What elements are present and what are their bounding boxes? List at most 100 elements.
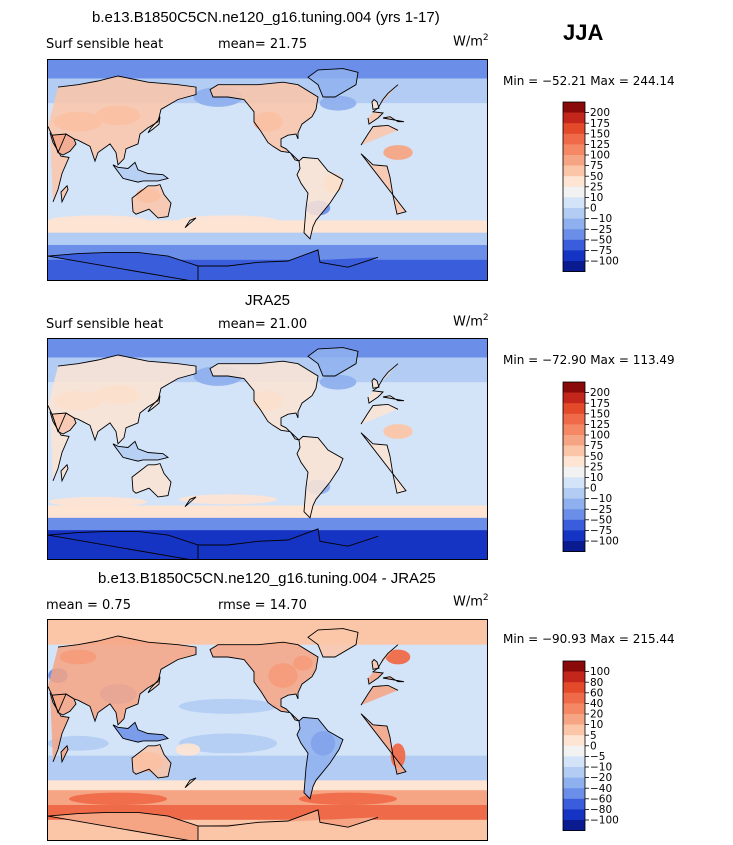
panel3-minmax: Min = −90.93 Max = 215.44 — [503, 632, 675, 646]
coastline-indonesia — [112, 440, 170, 462]
panel3-units: W/m2 — [453, 593, 489, 610]
panel1-map — [47, 59, 488, 281]
coastline-africa — [49, 684, 407, 775]
coastline-japan — [147, 676, 161, 694]
coastline-australia — [131, 184, 172, 219]
colorbar-swatch — [563, 530, 585, 542]
panel2-minmax: Min = −72.90 Max = 113.49 — [503, 353, 675, 367]
colorbar-swatch — [563, 724, 585, 736]
colorbar-swatch — [563, 435, 585, 446]
colorbar-tick-label: 0 — [590, 740, 597, 752]
field-region — [299, 792, 397, 805]
coastline-australia — [131, 744, 172, 779]
colorbar-tick-label: 20 — [590, 709, 603, 721]
panel2-map — [47, 338, 488, 560]
colorbar-swatch — [563, 144, 585, 156]
colorbar-swatch — [563, 509, 585, 521]
colorbar-swatch — [563, 176, 585, 188]
colorbar-tick-label: 10 — [590, 719, 603, 731]
colorbar-swatch — [563, 218, 585, 230]
field-region — [49, 496, 147, 507]
colorbar-swatch — [563, 809, 585, 821]
season-label: JJA — [563, 20, 604, 45]
colorbar-swatch — [563, 777, 585, 789]
colorbar-tick-label: 75 — [590, 160, 603, 172]
field-region — [383, 145, 413, 160]
panel2-mean-label: mean= 21.00 — [218, 317, 308, 332]
panel3-colorbar: 100 80 60 40 20 10 5 0 −5 −10 −20 −40 −60 −80 −100 — [562, 660, 623, 833]
land-madagascar — [61, 745, 68, 762]
land-arabia — [52, 413, 76, 434]
land-indonesia — [113, 722, 168, 743]
coastline-samerica — [296, 156, 344, 240]
colorbar-tick-label: −40 — [590, 783, 612, 795]
colorbar-tick-label: −50 — [590, 234, 612, 246]
colorbar-tick-label: 100 — [590, 666, 610, 678]
colorbar-swatch — [563, 250, 585, 262]
coastline-samerica — [296, 435, 344, 519]
colorbar-tick-label: 10 — [590, 472, 603, 484]
coastline-nz — [184, 217, 197, 229]
panel1-units: W/m2 — [453, 33, 489, 50]
coastline-eurasia — [48, 354, 405, 445]
colorbar-swatch — [563, 498, 585, 510]
colorbar-swatch — [563, 714, 585, 725]
coastline-antarctica — [48, 249, 379, 280]
land-eurasia — [48, 355, 404, 444]
colorbar-swatch — [563, 692, 585, 704]
coastline-uk — [371, 658, 380, 670]
colorbar-swatch — [563, 661, 585, 672]
colorbar-tick-label: 200 — [590, 107, 610, 119]
coastline-africa — [49, 403, 407, 494]
coastline-antarctica — [48, 528, 379, 559]
coastline-madagascar — [60, 463, 69, 483]
coastline-nz — [184, 496, 197, 508]
field-band — [48, 780, 487, 791]
coastline-samerica — [296, 716, 344, 800]
colorbar-tick-label: −60 — [590, 793, 612, 805]
colorbar-swatch — [563, 788, 585, 800]
coastline-australia — [131, 463, 172, 498]
land-africa — [50, 404, 406, 494]
land-samerica — [297, 436, 343, 518]
colorbar-swatch — [563, 112, 585, 124]
colorbar-swatch — [563, 392, 585, 404]
colorbar-tick-label: −25 — [590, 504, 612, 516]
coastline-namerica — [209, 641, 319, 722]
colorbar-swatch — [563, 820, 585, 831]
land-madagascar — [61, 464, 68, 481]
colorbar-tick-label: −10 — [590, 762, 612, 774]
coastline-eurasia — [48, 75, 405, 166]
colorbar-swatch — [563, 239, 585, 251]
colorbar-tick-label: −50 — [590, 514, 612, 526]
colorbar-tick-label: 100 — [590, 150, 610, 162]
panel3-mean-label: mean = 0.75 — [46, 598, 131, 613]
colorbar-tick-label: 25 — [590, 181, 603, 193]
colorbar-tick-label: 150 — [590, 128, 610, 140]
coastline-japan — [147, 116, 161, 134]
field-region — [179, 733, 277, 754]
colorbar-swatch — [563, 541, 585, 552]
field-region — [69, 792, 167, 805]
colorbar-tick-label: 125 — [590, 419, 610, 431]
field-band — [48, 755, 487, 781]
panel2-colorbar: 200 175 150 125 100 75 50 25 10 0 −10 −25 −50 −75 −100 — [562, 381, 623, 554]
land-australia — [132, 744, 171, 778]
field-region — [49, 215, 147, 226]
land-indonesia — [113, 441, 168, 462]
colorbar-swatch — [563, 456, 585, 468]
colorbar-tick-label: −100 — [590, 536, 619, 548]
coastline-uk — [371, 377, 380, 389]
land-indonesia — [113, 162, 168, 183]
coastline-uk — [371, 98, 380, 110]
colorbar-swatch — [563, 445, 585, 457]
colorbar-tick-label: 100 — [590, 430, 610, 442]
panel2-title: JRA25 — [245, 292, 291, 309]
land-uk — [372, 99, 379, 110]
panel3-rmse-label: rmse = 14.70 — [218, 598, 307, 613]
colorbar-tick-label: −25 — [590, 224, 612, 236]
colorbar-swatch — [563, 123, 585, 135]
panel2-units: W/m2 — [453, 313, 489, 330]
land-australia — [132, 463, 171, 497]
colorbar-swatch — [563, 261, 585, 272]
